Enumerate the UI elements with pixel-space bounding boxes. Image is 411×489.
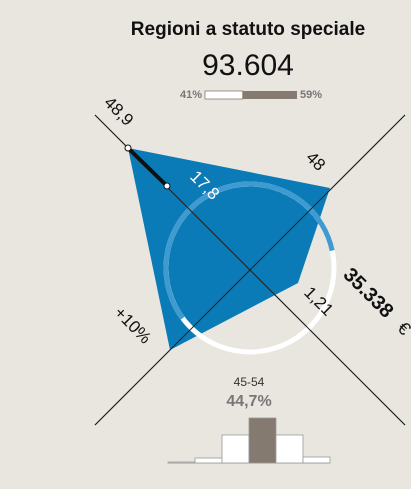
split-right [242, 91, 297, 99]
point [163, 182, 171, 190]
hist-range: 45-54 [234, 375, 265, 389]
split-bar: 41% 59% [180, 89, 322, 101]
side-number: 35.338 [339, 264, 398, 323]
split-left-label: 41% [180, 89, 202, 101]
side-value: 35.338 € [339, 264, 411, 339]
title: Regioni a statuto speciale [131, 19, 365, 40]
point [124, 144, 132, 152]
axis [94, 114, 406, 426]
hist-bar [194, 457, 223, 464]
label: 48 [302, 148, 329, 175]
hist-bar [167, 461, 196, 464]
total-value: 93.604 [202, 49, 294, 82]
hist-bar [302, 456, 331, 464]
split-left [204, 90, 244, 100]
hist-share: 44,7% [226, 393, 271, 410]
highlight-segment [126, 146, 169, 188]
label: +10% [110, 303, 155, 348]
label: 48,9 [100, 93, 137, 130]
split-right-label: 59% [300, 89, 322, 101]
histogram [167, 417, 331, 464]
hist-bar [275, 434, 304, 464]
hist-bar [221, 434, 250, 464]
side-unit: € [394, 318, 411, 339]
reference-circle-inner [163, 181, 337, 355]
hist-bar [248, 417, 277, 464]
